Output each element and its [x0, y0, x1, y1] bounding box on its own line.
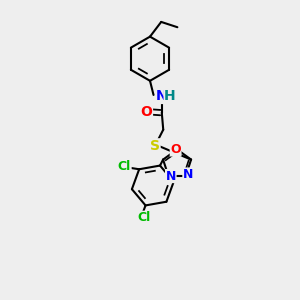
Text: S: S: [150, 139, 160, 153]
Text: O: O: [140, 105, 152, 119]
Text: O: O: [170, 143, 181, 156]
Text: N: N: [156, 89, 168, 103]
Text: N: N: [166, 169, 176, 182]
Text: Cl: Cl: [137, 211, 151, 224]
Text: Cl: Cl: [118, 160, 131, 173]
Text: N: N: [183, 168, 193, 181]
Text: H: H: [164, 89, 176, 103]
